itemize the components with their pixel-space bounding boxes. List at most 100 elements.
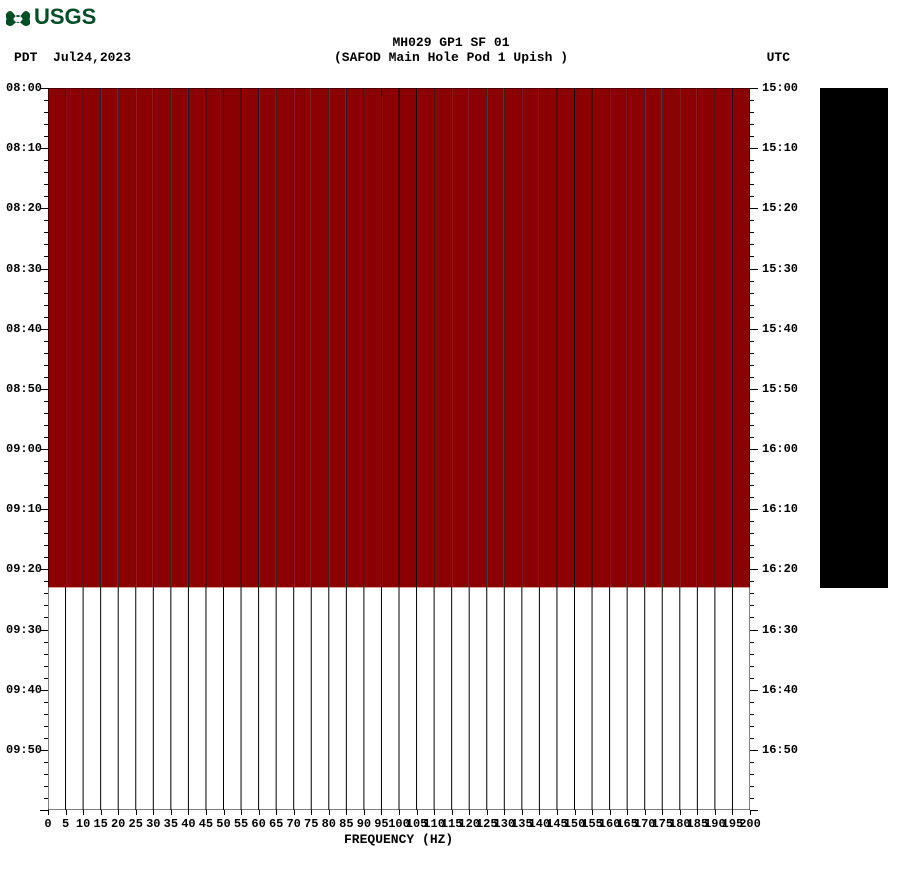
x-tick: [381, 810, 382, 815]
x-tick-label: 5: [62, 817, 69, 831]
x-tick-label: 50: [216, 817, 230, 831]
x-tick-label: 20: [111, 817, 125, 831]
x-tick: [241, 810, 242, 815]
chart-title-1: MH029 GP1 SF 01: [0, 35, 902, 50]
y-tick-left: [44, 545, 48, 546]
y-tick-right: [750, 666, 754, 667]
x-tick: [539, 810, 540, 815]
y-tick-right: [750, 810, 758, 811]
y-tick-right: [750, 750, 758, 751]
y-tick-right: [750, 208, 758, 209]
x-tick-label: 45: [199, 817, 213, 831]
y-label-left: 09:20: [6, 562, 42, 576]
x-tick: [101, 810, 102, 815]
y-tick-left: [44, 160, 48, 161]
y-tick-left: [44, 786, 48, 787]
y-tick-right: [750, 112, 754, 113]
y-tick-right: [750, 269, 758, 270]
usgs-logo: USGS: [6, 4, 96, 30]
y-label-left: 08:50: [6, 382, 42, 396]
y-tick-right: [750, 220, 754, 221]
spectrogram-plot: [48, 88, 750, 810]
y-tick-right: [750, 401, 754, 402]
y-tick-right: [750, 533, 754, 534]
y-tick-left: [44, 365, 48, 366]
y-label-left: 08:20: [6, 201, 42, 215]
x-tick: [329, 810, 330, 815]
x-tick: [504, 810, 505, 815]
y-tick-right: [750, 425, 754, 426]
x-tick-label: 35: [164, 817, 178, 831]
y-tick-left: [44, 232, 48, 233]
y-tick-left: [44, 557, 48, 558]
y-tick-left: [44, 220, 48, 221]
x-tick-label: 90: [357, 817, 371, 831]
y-label-right: 16:00: [762, 442, 798, 456]
x-tick: [83, 810, 84, 815]
y-tick-right: [750, 726, 754, 727]
y-tick-right: [750, 184, 754, 185]
x-axis-label: FREQUENCY (HZ): [344, 832, 453, 847]
y-tick-right: [750, 124, 754, 125]
y-tick-right: [750, 762, 754, 763]
y-tick-right: [750, 521, 754, 522]
x-tick-label: 10: [76, 817, 90, 831]
y-tick-right: [750, 88, 758, 89]
y-tick-right: [750, 136, 754, 137]
y-tick-left: [44, 317, 48, 318]
x-tick: [434, 810, 435, 815]
y-tick-right: [750, 461, 754, 462]
y-tick-left: [44, 798, 48, 799]
x-tick: [469, 810, 470, 815]
x-tick: [487, 810, 488, 815]
y-label-left: 09:00: [6, 442, 42, 456]
x-tick-label: 200: [739, 817, 761, 831]
y-label-left: 08:40: [6, 322, 42, 336]
y-label-left: 08:00: [6, 81, 42, 95]
x-tick: [224, 810, 225, 815]
wave-icon: [6, 6, 32, 28]
y-tick-left: [44, 762, 48, 763]
x-tick: [662, 810, 663, 815]
y-tick-right: [750, 569, 758, 570]
x-tick: [645, 810, 646, 815]
x-tick-label: 40: [181, 817, 195, 831]
y-tick-right: [750, 232, 754, 233]
y-tick-left: [44, 377, 48, 378]
y-tick-right: [750, 497, 754, 498]
y-tick-left: [44, 413, 48, 414]
colorbar: [820, 88, 888, 588]
y-tick-right: [750, 798, 754, 799]
x-tick: [750, 810, 751, 815]
y-tick-right: [750, 545, 754, 546]
x-tick: [697, 810, 698, 815]
y-tick-right: [750, 100, 754, 101]
y-tick-left: [44, 136, 48, 137]
y-tick-right: [750, 786, 754, 787]
y-tick-right: [750, 678, 754, 679]
y-tick-left: [44, 244, 48, 245]
y-tick-right: [750, 605, 754, 606]
x-tick-label: 30: [146, 817, 160, 831]
header-right: UTC: [767, 50, 790, 65]
y-tick-right: [750, 593, 754, 594]
y-label-right: 16:50: [762, 743, 798, 757]
y-tick-left: [44, 485, 48, 486]
y-label-right: 15:30: [762, 262, 798, 276]
y-tick-left: [44, 425, 48, 426]
header-left: PDT Jul24,2023: [14, 50, 131, 65]
x-tick-label: 0: [44, 817, 51, 831]
y-tick-left: [44, 353, 48, 354]
x-tick-label: 70: [286, 817, 300, 831]
y-tick-left: [44, 581, 48, 582]
x-tick-label: 85: [339, 817, 353, 831]
y-label-left: 09:30: [6, 623, 42, 637]
x-tick: [364, 810, 365, 815]
y-tick-right: [750, 630, 758, 631]
y-tick-left: [44, 678, 48, 679]
x-tick: [153, 810, 154, 815]
x-tick: [680, 810, 681, 815]
y-label-right: 16:30: [762, 623, 798, 637]
y-tick-left: [44, 401, 48, 402]
y-tick-left: [44, 666, 48, 667]
